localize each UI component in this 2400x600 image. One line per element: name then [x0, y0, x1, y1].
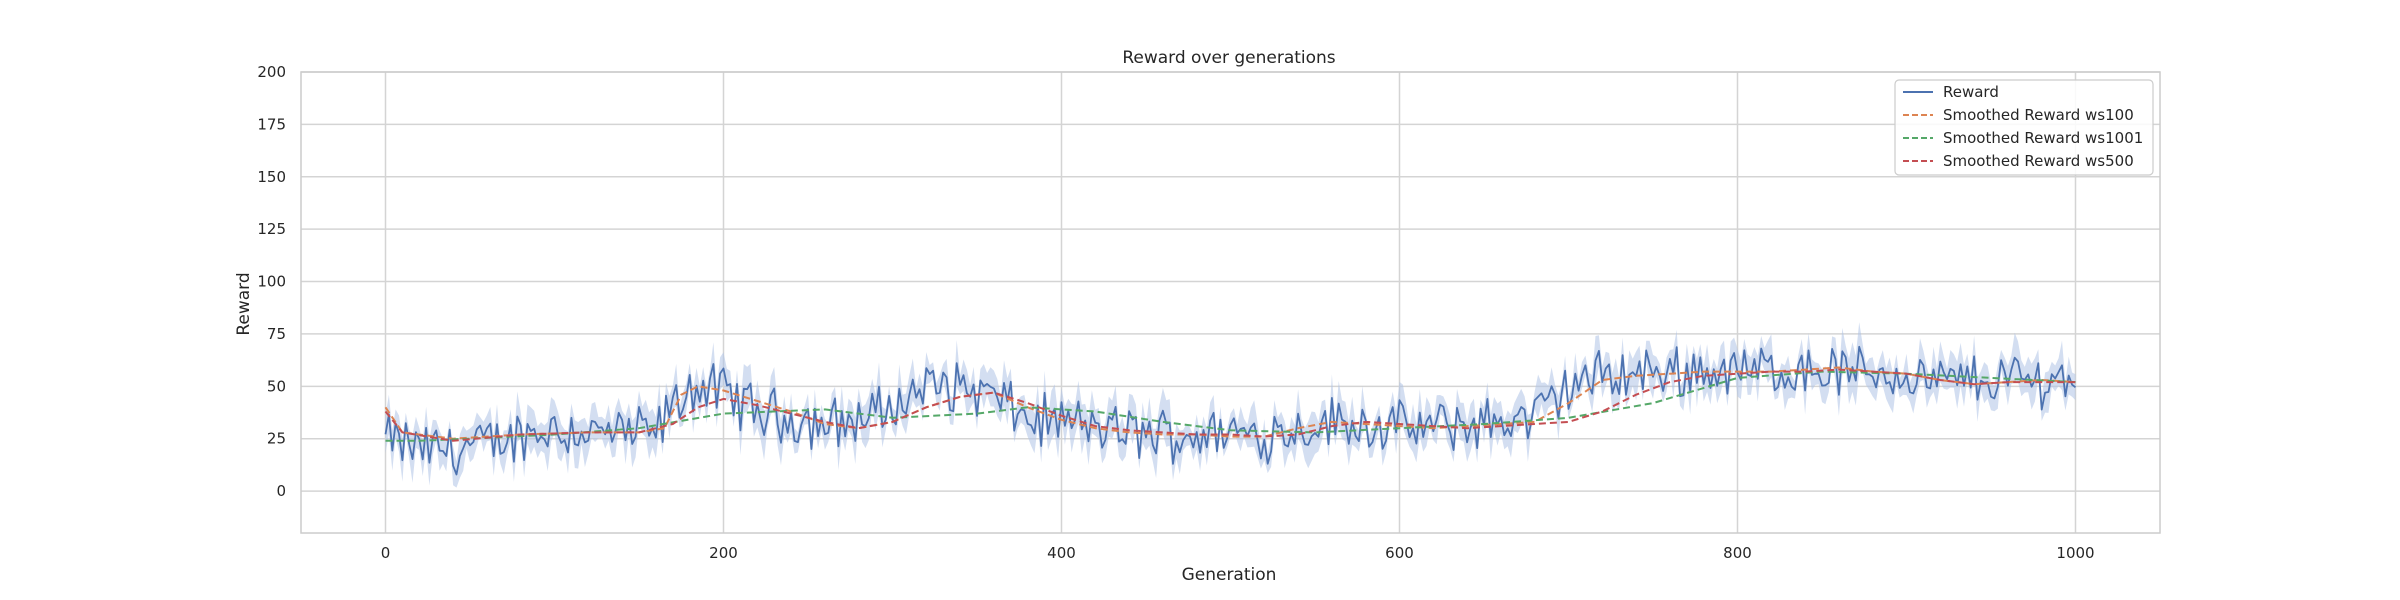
x-tick-label: 400	[1047, 544, 1076, 562]
reward-confidence-band	[385, 322, 2076, 488]
x-tick-label: 200	[709, 544, 738, 562]
y-tick-label: 175	[257, 115, 286, 133]
x-axis-title: Generation	[1182, 565, 1277, 585]
series-line-smoothed-2	[385, 370, 2076, 442]
y-tick-label: 75	[267, 325, 286, 343]
legend-entry-label: Reward	[1943, 83, 1999, 101]
series-line-smoothed-1	[384, 366, 2076, 440]
x-tick-label: 600	[1385, 544, 1414, 562]
legend-entry-label: Smoothed Reward ws100	[1943, 106, 2134, 124]
legend-entry-label: Smoothed Reward ws1001	[1943, 129, 2143, 147]
x-tick-label: 800	[1723, 544, 1752, 562]
y-axis-title: Reward	[234, 272, 254, 335]
series-lines	[384, 345, 2077, 476]
legend: Reward Smoothed Reward ws100 Smoothed Rewa…	[1894, 79, 2154, 176]
tick-labels: 0 200 400 600 800 1000 0 25 50 75 100 125 150 175 200	[257, 63, 2094, 562]
series-line-smoothed-3	[384, 368, 2076, 442]
y-tick-label: 25	[267, 430, 286, 448]
x-tick-label: 0	[381, 544, 391, 562]
series-line-reward	[384, 345, 2077, 476]
y-tick-label: 150	[257, 168, 286, 186]
y-tick-label: 200	[257, 63, 286, 81]
y-tick-label: 125	[257, 220, 286, 238]
reward-band-area	[385, 322, 2076, 488]
y-tick-label: 100	[257, 273, 286, 291]
legend-entry-label: Smoothed Reward ws500	[1943, 152, 2134, 170]
y-tick-label: 50	[267, 377, 286, 395]
chart-title: Reward over generations	[1122, 48, 1335, 68]
legend-box	[1894, 79, 2154, 176]
x-tick-label: 1000	[2056, 544, 2094, 562]
plot-frame	[300, 71, 2161, 534]
y-tick-label: 0	[276, 482, 286, 500]
